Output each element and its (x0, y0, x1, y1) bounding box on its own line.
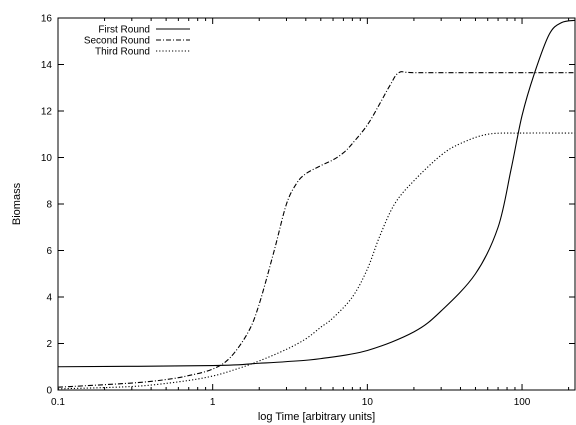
legend-label-3: Third Round (95, 47, 150, 58)
legend-label-2: Second Round (84, 36, 150, 47)
y-tick-label: 16 (41, 14, 53, 25)
legend-label-1: First Round (98, 25, 150, 36)
series-line-1 (58, 19, 575, 368)
series-line-2 (58, 71, 575, 388)
x-tick-label: 100 (514, 397, 531, 408)
y-tick-label: 6 (46, 246, 52, 257)
x-tick-label: 0.1 (51, 397, 65, 408)
x-tick-label: 1 (210, 397, 216, 408)
y-tick-label: 10 (41, 153, 53, 164)
plot-frame (57, 17, 576, 391)
y-axis-label: Biomass (11, 182, 23, 225)
x-axis-label: log Time [arbitrary units] (258, 411, 375, 423)
ticks-group: 0 2 4 6 8 10 12 14 16 0.1 1 10 100 (41, 14, 575, 408)
y-tick-label: 2 (46, 339, 52, 350)
y-tick-label: 12 (41, 107, 53, 118)
x-tick-label: 10 (362, 397, 374, 408)
series-line-3 (58, 132, 575, 390)
series-group (58, 19, 575, 390)
y-tick-label: 4 (46, 293, 52, 304)
axes-frame (57, 17, 576, 391)
y-tick-label: 14 (41, 60, 53, 71)
y-tick-label: 8 (46, 200, 52, 211)
y-tick-label: 0 (46, 386, 52, 397)
